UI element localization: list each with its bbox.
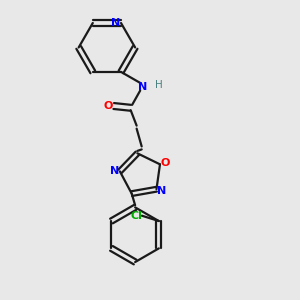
Text: N: N	[157, 186, 167, 196]
Text: N: N	[138, 82, 147, 92]
Text: N: N	[110, 167, 119, 176]
Text: N: N	[111, 18, 120, 28]
Text: O: O	[160, 158, 170, 168]
Text: O: O	[104, 101, 113, 111]
Text: Cl: Cl	[130, 211, 142, 221]
Text: H: H	[155, 80, 163, 90]
